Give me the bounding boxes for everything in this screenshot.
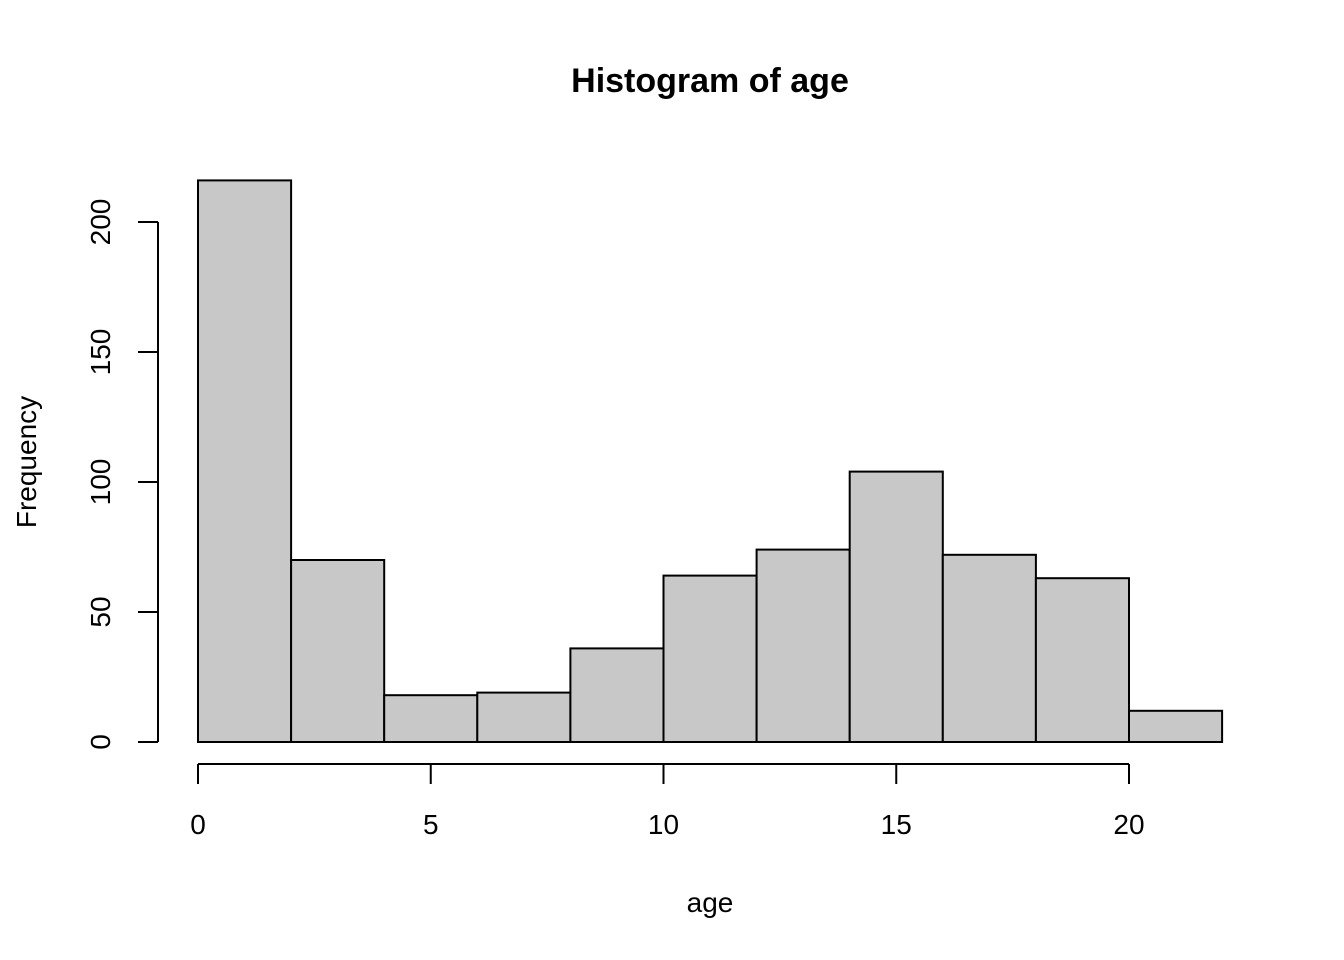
x-axis-label: age <box>687 887 734 918</box>
histogram-bar-4-6 <box>383 694 479 744</box>
histogram-bar-12-14 <box>755 548 851 743</box>
y-tick-label-50: 50 <box>85 596 116 627</box>
histogram-bar-2-4 <box>290 559 386 743</box>
histogram-bar-14-16 <box>848 470 944 743</box>
x-tick-label-15: 15 <box>881 809 912 840</box>
y-axis-label: Frequency <box>11 396 42 528</box>
y-tick-label-0: 0 <box>85 734 116 750</box>
histogram-bar-8-10 <box>569 647 665 744</box>
x-tick-label-10: 10 <box>648 809 679 840</box>
y-tick-label-100: 100 <box>85 459 116 506</box>
histogram-bar-10-12 <box>662 574 758 743</box>
histogram-bar-6-8 <box>476 691 572 743</box>
x-tick-label-20: 20 <box>1113 809 1144 840</box>
histogram-bar-18-20 <box>1034 577 1131 744</box>
x-tick-label-5: 5 <box>423 809 439 840</box>
histogram-bar-20-22 <box>1128 709 1224 743</box>
histogram-bar-0-2 <box>197 179 293 743</box>
y-axis: 0 50 100 150 200 <box>85 199 159 750</box>
histogram-bar-16-18 <box>941 553 1037 743</box>
x-axis: 0 5 10 15 20 <box>190 763 1145 840</box>
bars-group <box>197 179 1224 744</box>
chart-title: Histogram of age <box>571 62 849 100</box>
y-tick-label-150: 150 <box>85 329 116 376</box>
y-tick-label-200: 200 <box>85 199 116 246</box>
x-tick-label-0: 0 <box>190 809 206 840</box>
